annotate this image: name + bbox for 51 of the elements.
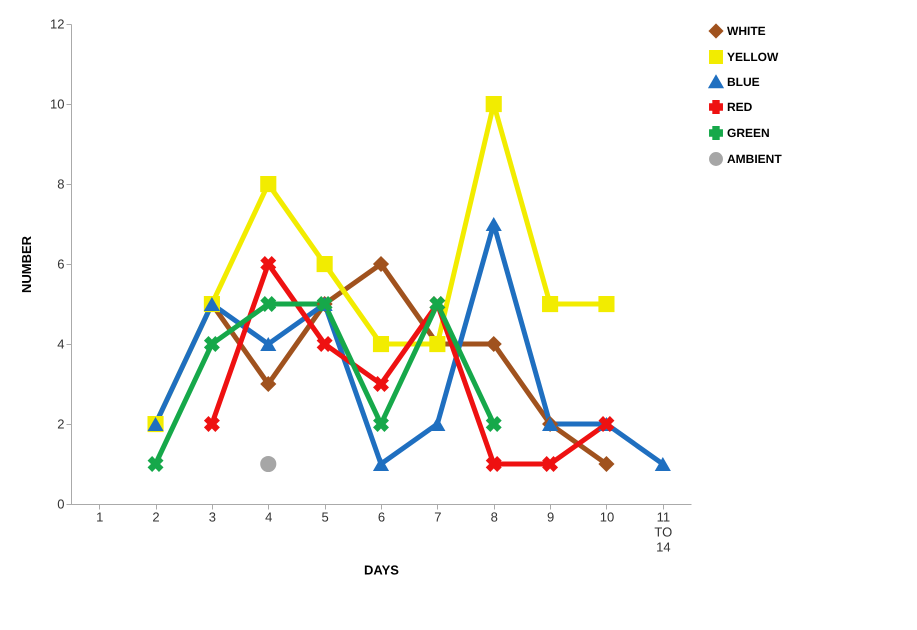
x-tick-label: 8	[490, 510, 498, 524]
point	[372, 336, 390, 352]
point	[316, 256, 333, 272]
legend-label: RED	[727, 100, 753, 114]
legend-label: WHITE	[727, 24, 766, 38]
point	[542, 296, 558, 312]
x-tick-label: 6	[378, 510, 386, 524]
point	[486, 456, 502, 472]
point	[598, 456, 615, 472]
x-tick-label: 2	[152, 510, 160, 524]
point	[316, 336, 333, 352]
point	[486, 217, 502, 231]
y-axis-title: NUMBER	[19, 235, 34, 294]
x-axis-title: DAYS	[364, 562, 400, 578]
legend-label: YELLOW	[727, 50, 779, 64]
legend-label: AMBIENT	[727, 152, 782, 166]
point	[486, 416, 502, 432]
point	[373, 416, 389, 432]
legend-label: BLUE	[727, 75, 760, 89]
point	[204, 336, 220, 352]
x-tick-label: 4	[265, 510, 272, 524]
point	[486, 96, 502, 112]
point	[260, 176, 276, 192]
point	[260, 256, 276, 272]
point	[260, 456, 276, 472]
y-tick-label: 8	[57, 176, 64, 192]
point	[372, 457, 390, 471]
point	[542, 456, 558, 472]
y-tick-label: 0	[57, 496, 64, 512]
x-tick-label: 11 TO 14	[654, 510, 672, 554]
y-tick-label: 6	[57, 256, 64, 272]
point	[260, 376, 276, 392]
point	[260, 296, 276, 312]
point	[654, 457, 671, 471]
x-tick-label: 3	[208, 510, 216, 524]
x-tick-label: 9	[546, 510, 554, 524]
y-tick-label: 10	[50, 96, 64, 112]
x-tick-label: 1	[96, 510, 104, 524]
x-tick-label: 10	[600, 510, 614, 524]
point	[372, 256, 390, 272]
point	[260, 337, 276, 351]
x-tick-label: 7	[434, 510, 442, 524]
point	[373, 376, 389, 392]
point	[204, 416, 220, 432]
x-tick-label: 5	[322, 510, 329, 524]
y-tick-label: 4	[57, 336, 64, 352]
point	[598, 296, 615, 312]
point	[148, 456, 164, 472]
y-tick-label: 2	[57, 416, 64, 432]
legend-label: GREEN	[727, 126, 770, 140]
y-tick-label: 12	[50, 16, 64, 32]
